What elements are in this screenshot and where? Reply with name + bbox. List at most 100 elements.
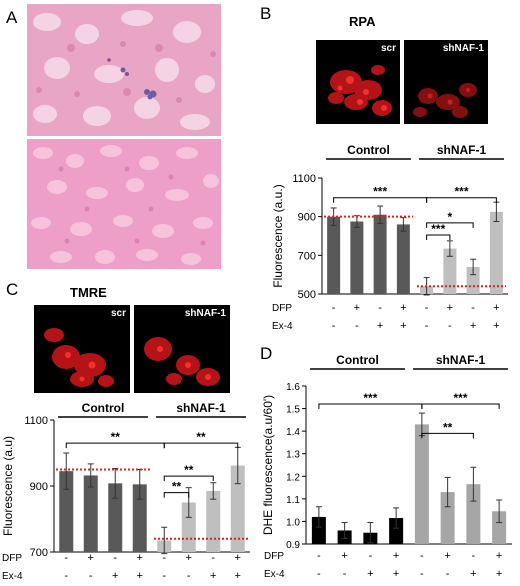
treatment-mark: -	[211, 552, 215, 564]
treatment-mark: -	[162, 552, 166, 564]
treatment-mark: -	[425, 302, 429, 314]
chart-panel-c: 700 900 1100 Fluorescence (a.u) Control shNAF…	[1, 401, 250, 582]
significance-label-4: ***	[431, 222, 445, 236]
histology-image-bottom	[27, 139, 221, 269]
row-label-1: DFP	[272, 303, 292, 314]
tmre-scr-image: scr	[34, 305, 130, 393]
treatment-mark: +	[447, 302, 453, 314]
group-label-1: Control	[347, 143, 390, 157]
panel-letter-d: D	[260, 344, 273, 363]
y-tick-label: 1100	[24, 415, 48, 427]
treatment-mark: +	[235, 570, 241, 582]
treatment-mark: +	[400, 320, 406, 332]
panel-letter-c: C	[6, 280, 19, 299]
treatment-mark: +	[400, 302, 406, 314]
bar-6	[181, 502, 196, 552]
y-tick-label: 900	[30, 481, 48, 493]
significance-bracket-2	[421, 403, 500, 410]
bar-1	[311, 516, 326, 544]
bar-1	[59, 471, 74, 552]
treatment-mark: +	[493, 302, 499, 314]
treatment-mark: +	[367, 568, 373, 580]
bar-7	[466, 484, 481, 544]
treatment-mark: -	[471, 302, 475, 314]
significance-label-3: **	[443, 420, 453, 434]
treatment-mark: +	[137, 552, 143, 564]
significance-label-2: ***	[453, 391, 467, 405]
treatment-mark: -	[378, 302, 382, 314]
panel-letter-b: B	[260, 4, 272, 23]
panel-letter-a: A	[6, 8, 18, 27]
bar-6	[440, 492, 455, 544]
significance-label-1: ***	[363, 391, 377, 405]
bar-3	[108, 483, 123, 552]
bar-4	[396, 224, 410, 294]
bar-2	[350, 221, 364, 294]
bar-2	[83, 475, 98, 552]
significance-label-4: **	[172, 480, 182, 494]
treatment-mark: -	[332, 302, 336, 314]
bar-5	[414, 424, 429, 544]
bar-3	[373, 214, 387, 294]
y-tick-label: 700	[298, 250, 316, 262]
tmre-shnaf1-image: shNAF-1	[134, 305, 230, 393]
y-tick-label: 1.5	[286, 405, 300, 416]
bar-4	[132, 484, 147, 552]
treatment-mark: +	[112, 570, 118, 582]
significance-label-2: ***	[454, 185, 468, 199]
bar-8	[492, 511, 507, 544]
histology-image-top	[27, 4, 221, 136]
treatment-mark: -	[420, 550, 424, 562]
treatment-mark: -	[64, 552, 68, 564]
significance-label-3: *	[448, 210, 453, 224]
treatment-mark: +	[496, 568, 502, 580]
treatment-mark: +	[186, 552, 192, 564]
treatment-mark: -	[162, 570, 166, 582]
y-tick-label: 500	[298, 289, 316, 301]
y-tick-label: 1.4	[286, 427, 300, 438]
row-label-2: Ex-4	[264, 569, 285, 580]
treatment-mark: -	[317, 550, 321, 562]
row-label-1: DFP	[264, 551, 284, 562]
y-tick-label: 900	[298, 212, 316, 224]
significance-bracket-2	[163, 442, 239, 449]
y-tick-label: 700	[30, 547, 48, 559]
y-axis-label: DHE fluorescence(a.u/60')	[261, 395, 275, 535]
significance-label-1: ***	[373, 185, 387, 199]
significance-bracket-3	[163, 475, 214, 482]
treatment-mark: +	[210, 570, 216, 582]
significance-bracket-4	[426, 234, 451, 241]
tmre-shnaf1-label: shNAF-1	[184, 308, 226, 319]
treatment-mark: +	[496, 550, 502, 562]
significance-bracket-3	[421, 432, 474, 439]
treatment-mark: +	[377, 320, 383, 332]
panel-b-title: RPA	[349, 14, 376, 29]
bar-7	[206, 490, 221, 552]
significance-bracket-2	[426, 197, 497, 203]
treatment-mark: -	[332, 320, 336, 332]
treatment-mark: +	[444, 550, 450, 562]
rpa-shnaf1-label: shNAF-1	[442, 43, 484, 54]
y-axis-label: Fluorescence (a.u)	[1, 436, 15, 536]
y-tick-label: 0.9	[286, 540, 300, 551]
bar-8	[230, 465, 245, 552]
treatment-mark: +	[393, 550, 399, 562]
treatment-mark: -	[420, 568, 424, 580]
chart-panel-b: 500 700 900 1100 Fluorescence (a.u.) Control s…	[271, 143, 508, 332]
group-label-1: Control	[336, 353, 379, 367]
treatment-mark: +	[470, 568, 476, 580]
treatment-mark: -	[64, 570, 68, 582]
y-tick-label: 1.0	[286, 517, 300, 528]
bar-4	[389, 518, 404, 544]
bar-1	[327, 216, 341, 294]
rpa-scr-image: scr	[316, 40, 400, 124]
tmre-scr-label: scr	[110, 308, 126, 319]
group-label-2: shNAF-1	[176, 401, 226, 415]
treatment-mark: -	[425, 320, 429, 332]
group-label-1: Control	[82, 401, 125, 415]
treatment-mark: -	[448, 320, 452, 332]
treatment-mark: -	[343, 568, 347, 580]
significance-label-2: **	[196, 430, 206, 444]
row-label-1: DFP	[2, 553, 22, 564]
treatment-mark: -	[446, 568, 450, 580]
